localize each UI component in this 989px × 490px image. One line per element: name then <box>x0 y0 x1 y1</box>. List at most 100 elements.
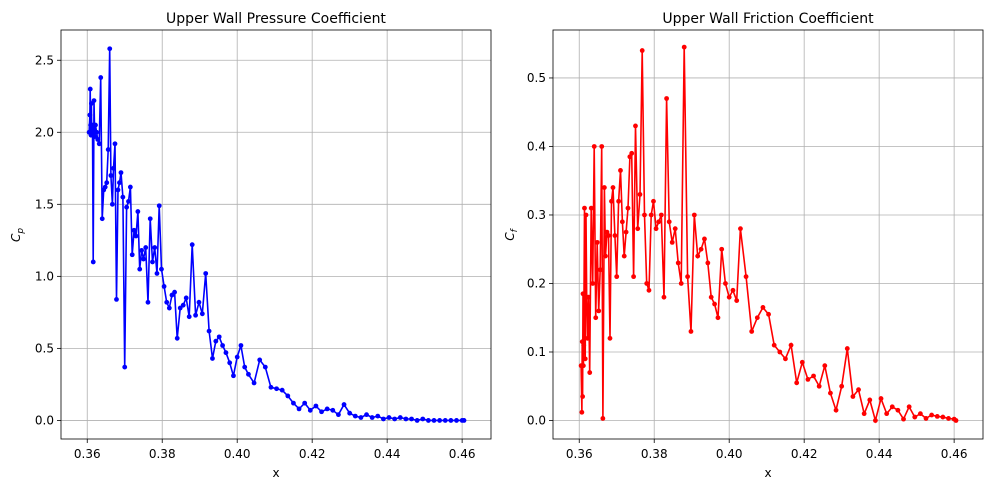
data-point <box>601 185 607 190</box>
data-point <box>137 266 143 272</box>
data-point <box>364 412 369 418</box>
data-point <box>675 260 681 266</box>
data-point <box>579 409 585 415</box>
series-points <box>86 46 467 423</box>
data-point <box>90 259 96 265</box>
y-tick-label: 0.5 <box>527 71 546 85</box>
data-point <box>91 98 97 103</box>
data-point <box>99 216 105 222</box>
y-tick-label: 1.0 <box>35 269 54 283</box>
data-point <box>702 236 707 242</box>
data-point <box>210 356 215 361</box>
data-point <box>302 400 308 406</box>
data-point <box>583 212 589 218</box>
data-point <box>461 418 467 423</box>
data-point <box>234 354 240 360</box>
data-point <box>102 184 108 190</box>
data-point <box>596 308 602 314</box>
y-tick-labels: 0.0 0.5 1.0 1.5 2.0 2.5 <box>35 53 54 427</box>
data-point <box>726 294 732 300</box>
data-point <box>223 350 229 356</box>
y-axis-label-sub: f <box>510 227 520 232</box>
x-tick-label: 0.46 <box>449 447 476 461</box>
data-point <box>220 343 225 348</box>
data-point <box>199 311 205 317</box>
data-point <box>183 295 189 301</box>
data-point <box>324 406 330 412</box>
y-tick-label: 2.0 <box>35 125 54 139</box>
data-point <box>884 411 890 417</box>
data-point <box>771 342 777 348</box>
data-point <box>610 185 616 190</box>
data-point <box>606 233 611 238</box>
y-tick-label: 0.0 <box>35 413 54 427</box>
y-axis-label-base: C <box>9 233 23 242</box>
data-point <box>437 418 443 423</box>
data-point <box>347 410 353 416</box>
data-point <box>313 403 319 409</box>
data-point <box>114 297 119 302</box>
x-tick-label: 0.40 <box>224 447 251 461</box>
data-point <box>901 416 906 422</box>
y-tick-label: 0.1 <box>527 345 546 359</box>
data-point <box>189 242 195 248</box>
chart-title: Upper Wall Friction Coefficient <box>662 11 874 27</box>
data-point <box>330 407 336 413</box>
data-point <box>618 168 623 173</box>
data-point <box>629 150 635 156</box>
data-point <box>105 147 111 152</box>
data-point <box>274 386 279 392</box>
data-point <box>133 233 139 239</box>
data-point <box>637 192 643 197</box>
data-point <box>794 380 800 386</box>
data-point <box>115 187 121 193</box>
data-point <box>89 129 95 135</box>
data-point <box>678 281 684 286</box>
data-point <box>661 294 667 300</box>
data-point <box>109 201 115 207</box>
data-point <box>723 281 728 286</box>
x-axis-label: x <box>272 466 279 480</box>
y-tick-label: 0.5 <box>35 341 54 355</box>
grid <box>553 30 983 439</box>
data-point <box>341 402 347 407</box>
data-point <box>681 44 687 50</box>
x-tick-label: 0.42 <box>791 447 818 461</box>
data-point <box>242 364 248 370</box>
data-point <box>159 266 164 272</box>
x-axis-label: x <box>764 466 771 480</box>
data-point <box>929 412 935 418</box>
data-point <box>580 394 586 399</box>
y-tick-labels: 0.0 0.1 0.2 0.3 0.4 0.5 <box>527 71 546 428</box>
data-point <box>828 390 833 396</box>
x-tick-label: 0.42 <box>299 447 326 461</box>
data-point <box>799 359 805 365</box>
data-point <box>587 370 593 375</box>
data-point <box>639 48 645 53</box>
data-point <box>358 415 364 420</box>
data-point <box>414 418 420 423</box>
data-point <box>754 315 760 321</box>
data-point <box>616 198 622 204</box>
data-point <box>238 343 244 348</box>
data-point <box>403 416 409 422</box>
y-axis-label-base: C <box>503 232 517 241</box>
data-point <box>625 205 631 211</box>
data-point <box>766 311 771 317</box>
data-point <box>580 291 586 297</box>
data-point <box>730 287 736 293</box>
data-point <box>591 144 597 149</box>
data-point <box>291 400 296 406</box>
x-tick-label: 0.36 <box>74 447 101 461</box>
data-point <box>107 46 113 52</box>
data-point <box>695 253 701 259</box>
axes-frame <box>552 29 984 440</box>
data-point <box>582 205 587 211</box>
data-point <box>878 396 884 401</box>
data-point <box>98 75 104 80</box>
data-point <box>672 226 678 232</box>
data-point <box>850 394 856 399</box>
data-point <box>688 329 694 334</box>
data-point <box>607 335 613 341</box>
